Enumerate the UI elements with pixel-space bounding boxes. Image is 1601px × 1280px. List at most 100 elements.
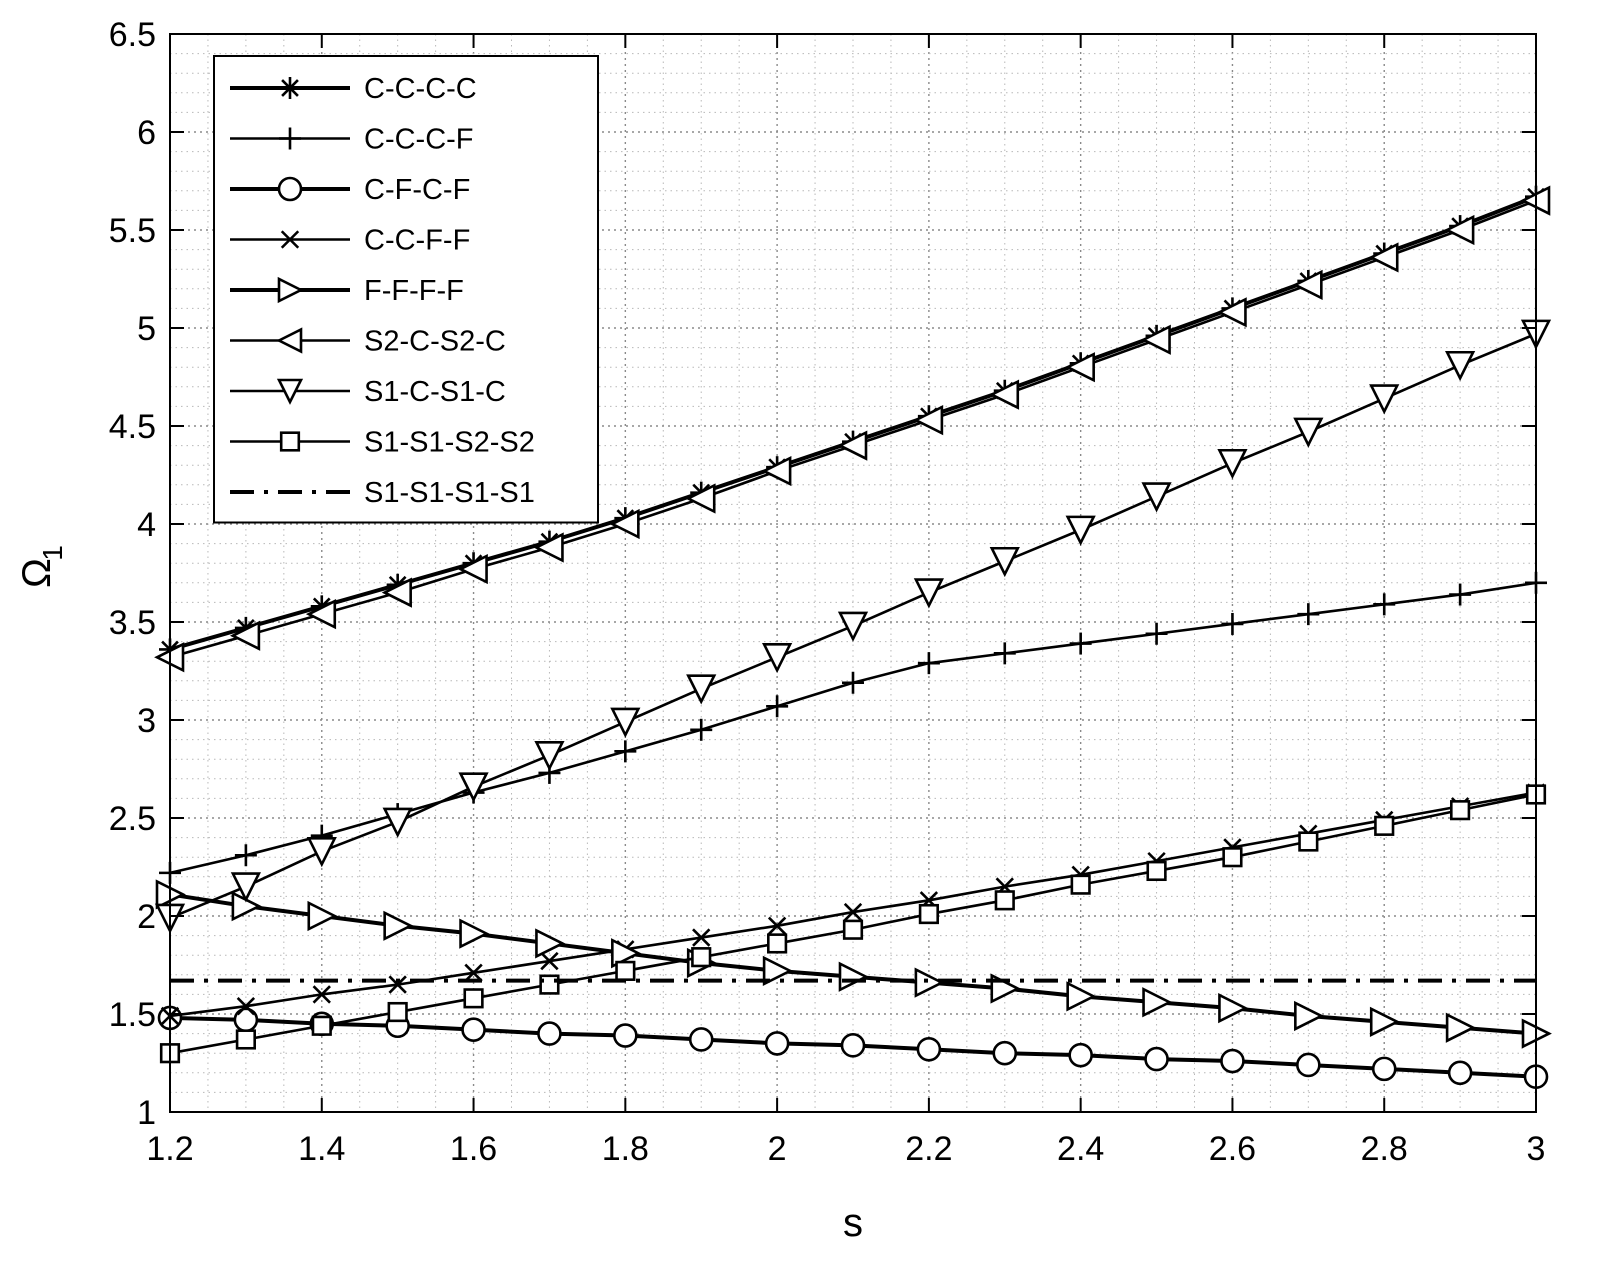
x-axis-label: s xyxy=(843,1201,863,1245)
data-point xyxy=(843,902,863,922)
data-point xyxy=(382,807,413,838)
data-point xyxy=(691,947,712,968)
data-point xyxy=(1217,448,1248,480)
data-point xyxy=(537,1021,562,1046)
series-F-F-F-F xyxy=(155,879,1552,1049)
data-point xyxy=(1371,1056,1397,1082)
data-point xyxy=(540,951,559,971)
y-tick-label: 5.5 xyxy=(109,212,156,250)
data-point xyxy=(1144,1046,1169,1072)
data-point xyxy=(1294,1000,1325,1032)
data-point xyxy=(838,961,869,992)
data-point xyxy=(1369,384,1400,415)
data-point xyxy=(690,718,713,741)
legend-label: S2-C-S2-C xyxy=(364,326,506,358)
data-point xyxy=(1141,482,1172,513)
data-point xyxy=(764,1031,790,1056)
data-point xyxy=(1450,800,1471,821)
data-point xyxy=(766,695,789,718)
data-point xyxy=(988,379,1020,410)
data-point xyxy=(1445,1012,1477,1043)
legend-entry: S2-C-S2-C xyxy=(230,326,506,358)
y-axis-label-text: Ω xyxy=(15,558,59,588)
ticks: 1.2 1.4 1.6 1.8 2 2.2 2.4 2.6 2.8 3 1 1.5 2 2.5 3 3.5 4 4… xyxy=(109,16,1546,1168)
data-point xyxy=(1296,1052,1321,1078)
legend-label: C-C-C-F xyxy=(364,124,474,156)
data-point xyxy=(913,578,944,609)
data-point xyxy=(388,975,407,994)
x-tick-label: 2.6 xyxy=(1209,1130,1256,1168)
data-point xyxy=(992,1040,1018,1066)
data-point xyxy=(1368,242,1399,273)
legend-entry: C-C-C-C xyxy=(230,73,477,105)
data-point xyxy=(1218,993,1249,1024)
x-tick-label: 1.6 xyxy=(450,1130,497,1168)
data-point xyxy=(1216,297,1247,328)
data-point xyxy=(762,955,794,986)
data-point xyxy=(1066,981,1097,1012)
data-point xyxy=(1221,612,1244,635)
data-point xyxy=(1064,352,1095,383)
data-point xyxy=(306,837,337,868)
y-tick-label: 2.5 xyxy=(109,800,156,838)
data-point xyxy=(1445,350,1476,382)
y-tick-label: 1.5 xyxy=(109,996,156,1034)
data-point xyxy=(686,674,717,705)
data-point xyxy=(276,378,304,405)
data-point xyxy=(534,740,565,772)
legend-entry: S1-S1-S2-S2 xyxy=(230,427,535,459)
x-tick-label: 2.4 xyxy=(1057,1130,1104,1168)
legend-label: C-C-C-C xyxy=(364,73,477,105)
data-point xyxy=(1374,815,1395,836)
data-point xyxy=(381,577,412,608)
data-point xyxy=(837,611,869,642)
x-tick-label: 2.2 xyxy=(905,1130,952,1168)
data-point xyxy=(457,553,488,585)
legend: C-C-C-C C-C-C-F C-F-C-F C-C-F-F F-F-F-F S2-C-… xyxy=(213,55,599,524)
data-point xyxy=(767,933,788,954)
data-point xyxy=(842,919,864,940)
y-tick-label: 5 xyxy=(137,310,156,348)
data-point xyxy=(613,1023,638,1048)
data-point xyxy=(387,1001,408,1023)
y-tick-label: 3 xyxy=(137,702,156,740)
data-point xyxy=(767,916,787,935)
data-point xyxy=(1297,603,1320,626)
data-point xyxy=(692,928,711,947)
y-tick-label: 6 xyxy=(137,114,156,152)
data-point xyxy=(1069,632,1092,655)
data-point xyxy=(762,642,793,674)
y-tick-label: 1 xyxy=(137,1094,156,1132)
data-point xyxy=(383,910,414,941)
data-point xyxy=(993,642,1016,665)
data-point xyxy=(994,890,1015,911)
legend-label: F-F-F-F xyxy=(364,275,464,307)
y-axis-label: Ω 1 xyxy=(15,545,68,588)
data-point xyxy=(1142,987,1173,1018)
legend-entry: C-C-F-F xyxy=(230,225,470,257)
data-point xyxy=(917,652,940,675)
data-point xyxy=(840,1033,866,1058)
data-point xyxy=(535,928,566,959)
y-tick-label: 4 xyxy=(137,506,156,544)
data-point xyxy=(842,671,864,694)
data-point xyxy=(533,532,564,563)
data-point xyxy=(236,996,256,1016)
data-point xyxy=(1145,622,1168,645)
y-axis-label-subscript: 1 xyxy=(37,545,68,561)
x-tick-label: 2 xyxy=(768,1130,787,1168)
x-tick-label: 2.8 xyxy=(1361,1130,1408,1168)
x-tick-label: 1.4 xyxy=(298,1130,345,1168)
legend-entry: C-F-C-F xyxy=(230,174,470,206)
data-point xyxy=(916,1036,942,1062)
data-point xyxy=(307,900,338,932)
data-point xyxy=(688,1027,714,1052)
data-point xyxy=(1449,583,1472,606)
data-point xyxy=(914,967,945,998)
y-tick-label: 4.5 xyxy=(109,408,156,446)
data-point xyxy=(1065,515,1096,546)
data-point xyxy=(610,707,641,738)
legend-label: S1-S1-S2-S2 xyxy=(364,427,535,459)
legend-entry: S1-C-S1-C xyxy=(230,376,506,408)
